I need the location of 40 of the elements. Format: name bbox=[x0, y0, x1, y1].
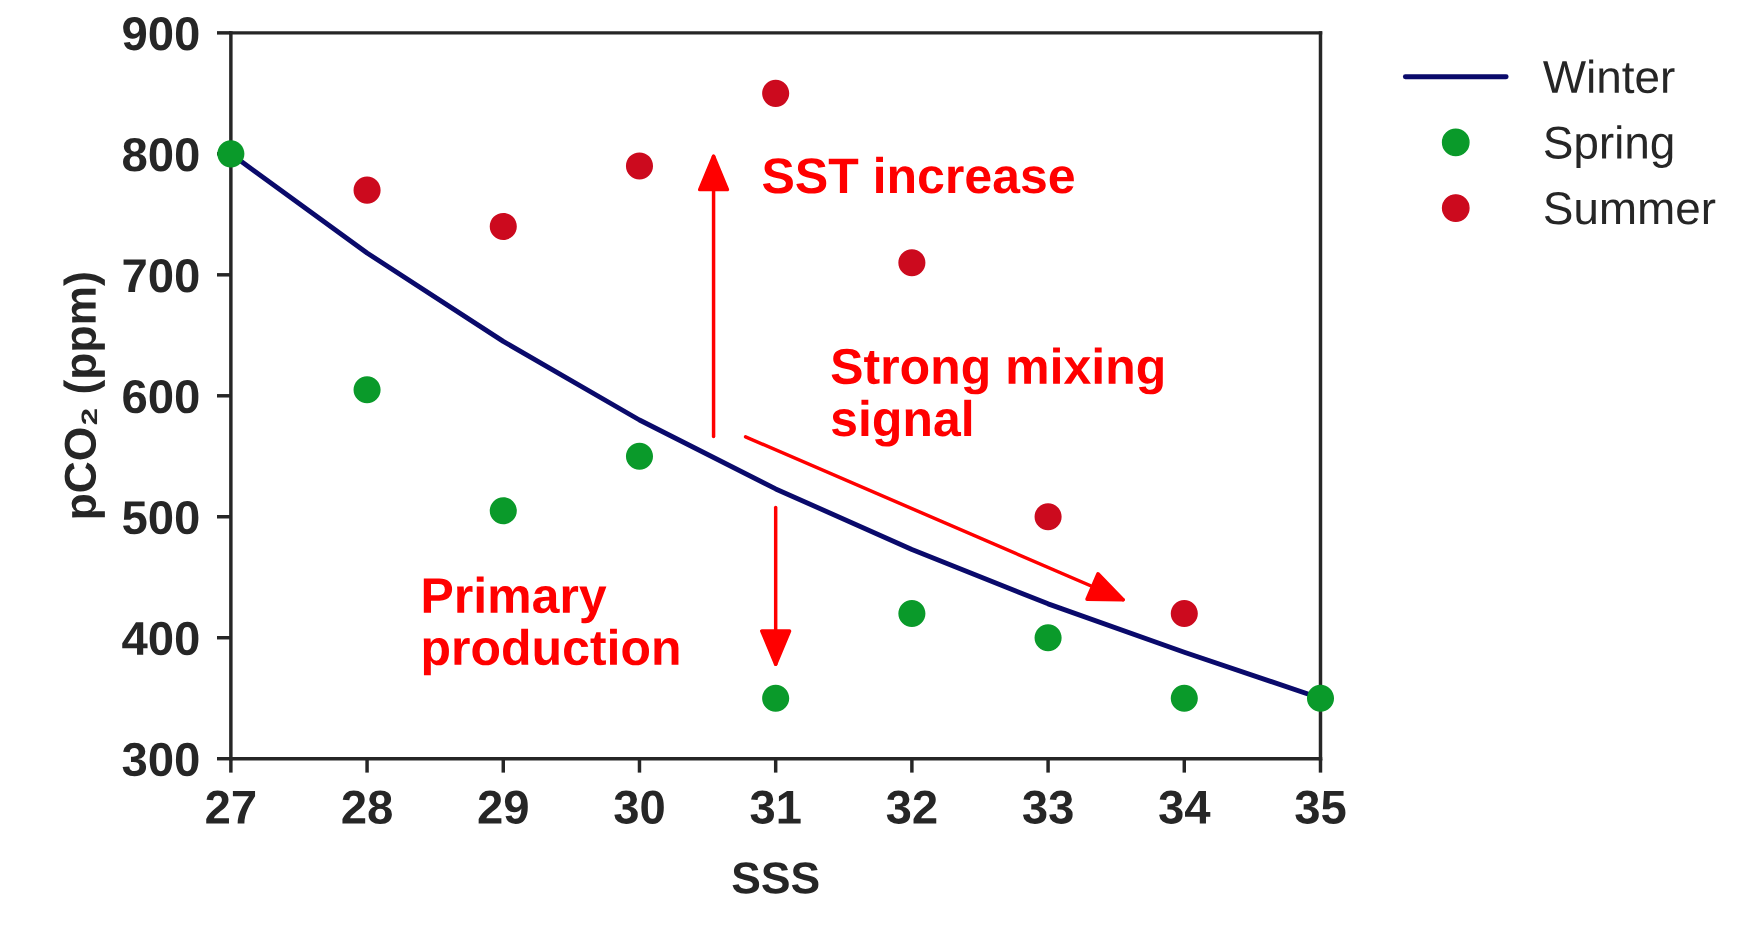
point bbox=[762, 79, 790, 107]
legend-label: Summer bbox=[1544, 192, 1716, 225]
y-tick-label: 800 bbox=[123, 137, 199, 172]
annotation: Primary production bbox=[423, 576, 679, 676]
point bbox=[353, 176, 381, 204]
x-tick-label: 27 bbox=[206, 790, 256, 824]
x-tick-label: 35 bbox=[1295, 790, 1346, 825]
y-tick-label: 400 bbox=[122, 621, 199, 656]
y-tick-label: 300 bbox=[122, 742, 199, 777]
point bbox=[898, 600, 926, 628]
point bbox=[1170, 684, 1198, 712]
legend-label: Winter bbox=[1543, 59, 1675, 94]
y-tick-label: 600 bbox=[123, 379, 199, 414]
legend-label: Spring bbox=[1544, 125, 1673, 168]
point bbox=[1306, 684, 1335, 712]
y-tick-label: 900 bbox=[123, 17, 199, 51]
y-tick-label: 500 bbox=[122, 500, 199, 535]
y-axis-title: pCO₂ (ppm) bbox=[63, 273, 105, 518]
x-tick-label: 31 bbox=[750, 790, 801, 825]
x-tick-label: 32 bbox=[886, 790, 937, 825]
x-tick-label: 33 bbox=[1022, 790, 1073, 825]
point bbox=[1170, 600, 1198, 628]
point bbox=[1034, 624, 1062, 652]
point bbox=[898, 249, 926, 277]
point bbox=[489, 497, 517, 525]
point bbox=[625, 152, 654, 180]
x-tick-label: 29 bbox=[478, 790, 528, 824]
point bbox=[625, 442, 654, 470]
y-tick-label: 700 bbox=[123, 258, 199, 293]
x-tick-label: 28 bbox=[342, 790, 392, 824]
point bbox=[353, 376, 381, 404]
point bbox=[217, 140, 245, 168]
point bbox=[762, 684, 790, 712]
point bbox=[1034, 503, 1062, 531]
x-axis-title: SSS bbox=[732, 862, 819, 894]
annotation: Strong mixing signal bbox=[831, 347, 1163, 447]
x-tick-label: 30 bbox=[614, 790, 664, 825]
point bbox=[489, 212, 517, 240]
x-tick-label: 34 bbox=[1159, 790, 1211, 825]
annotation: SST increase bbox=[762, 156, 1074, 194]
